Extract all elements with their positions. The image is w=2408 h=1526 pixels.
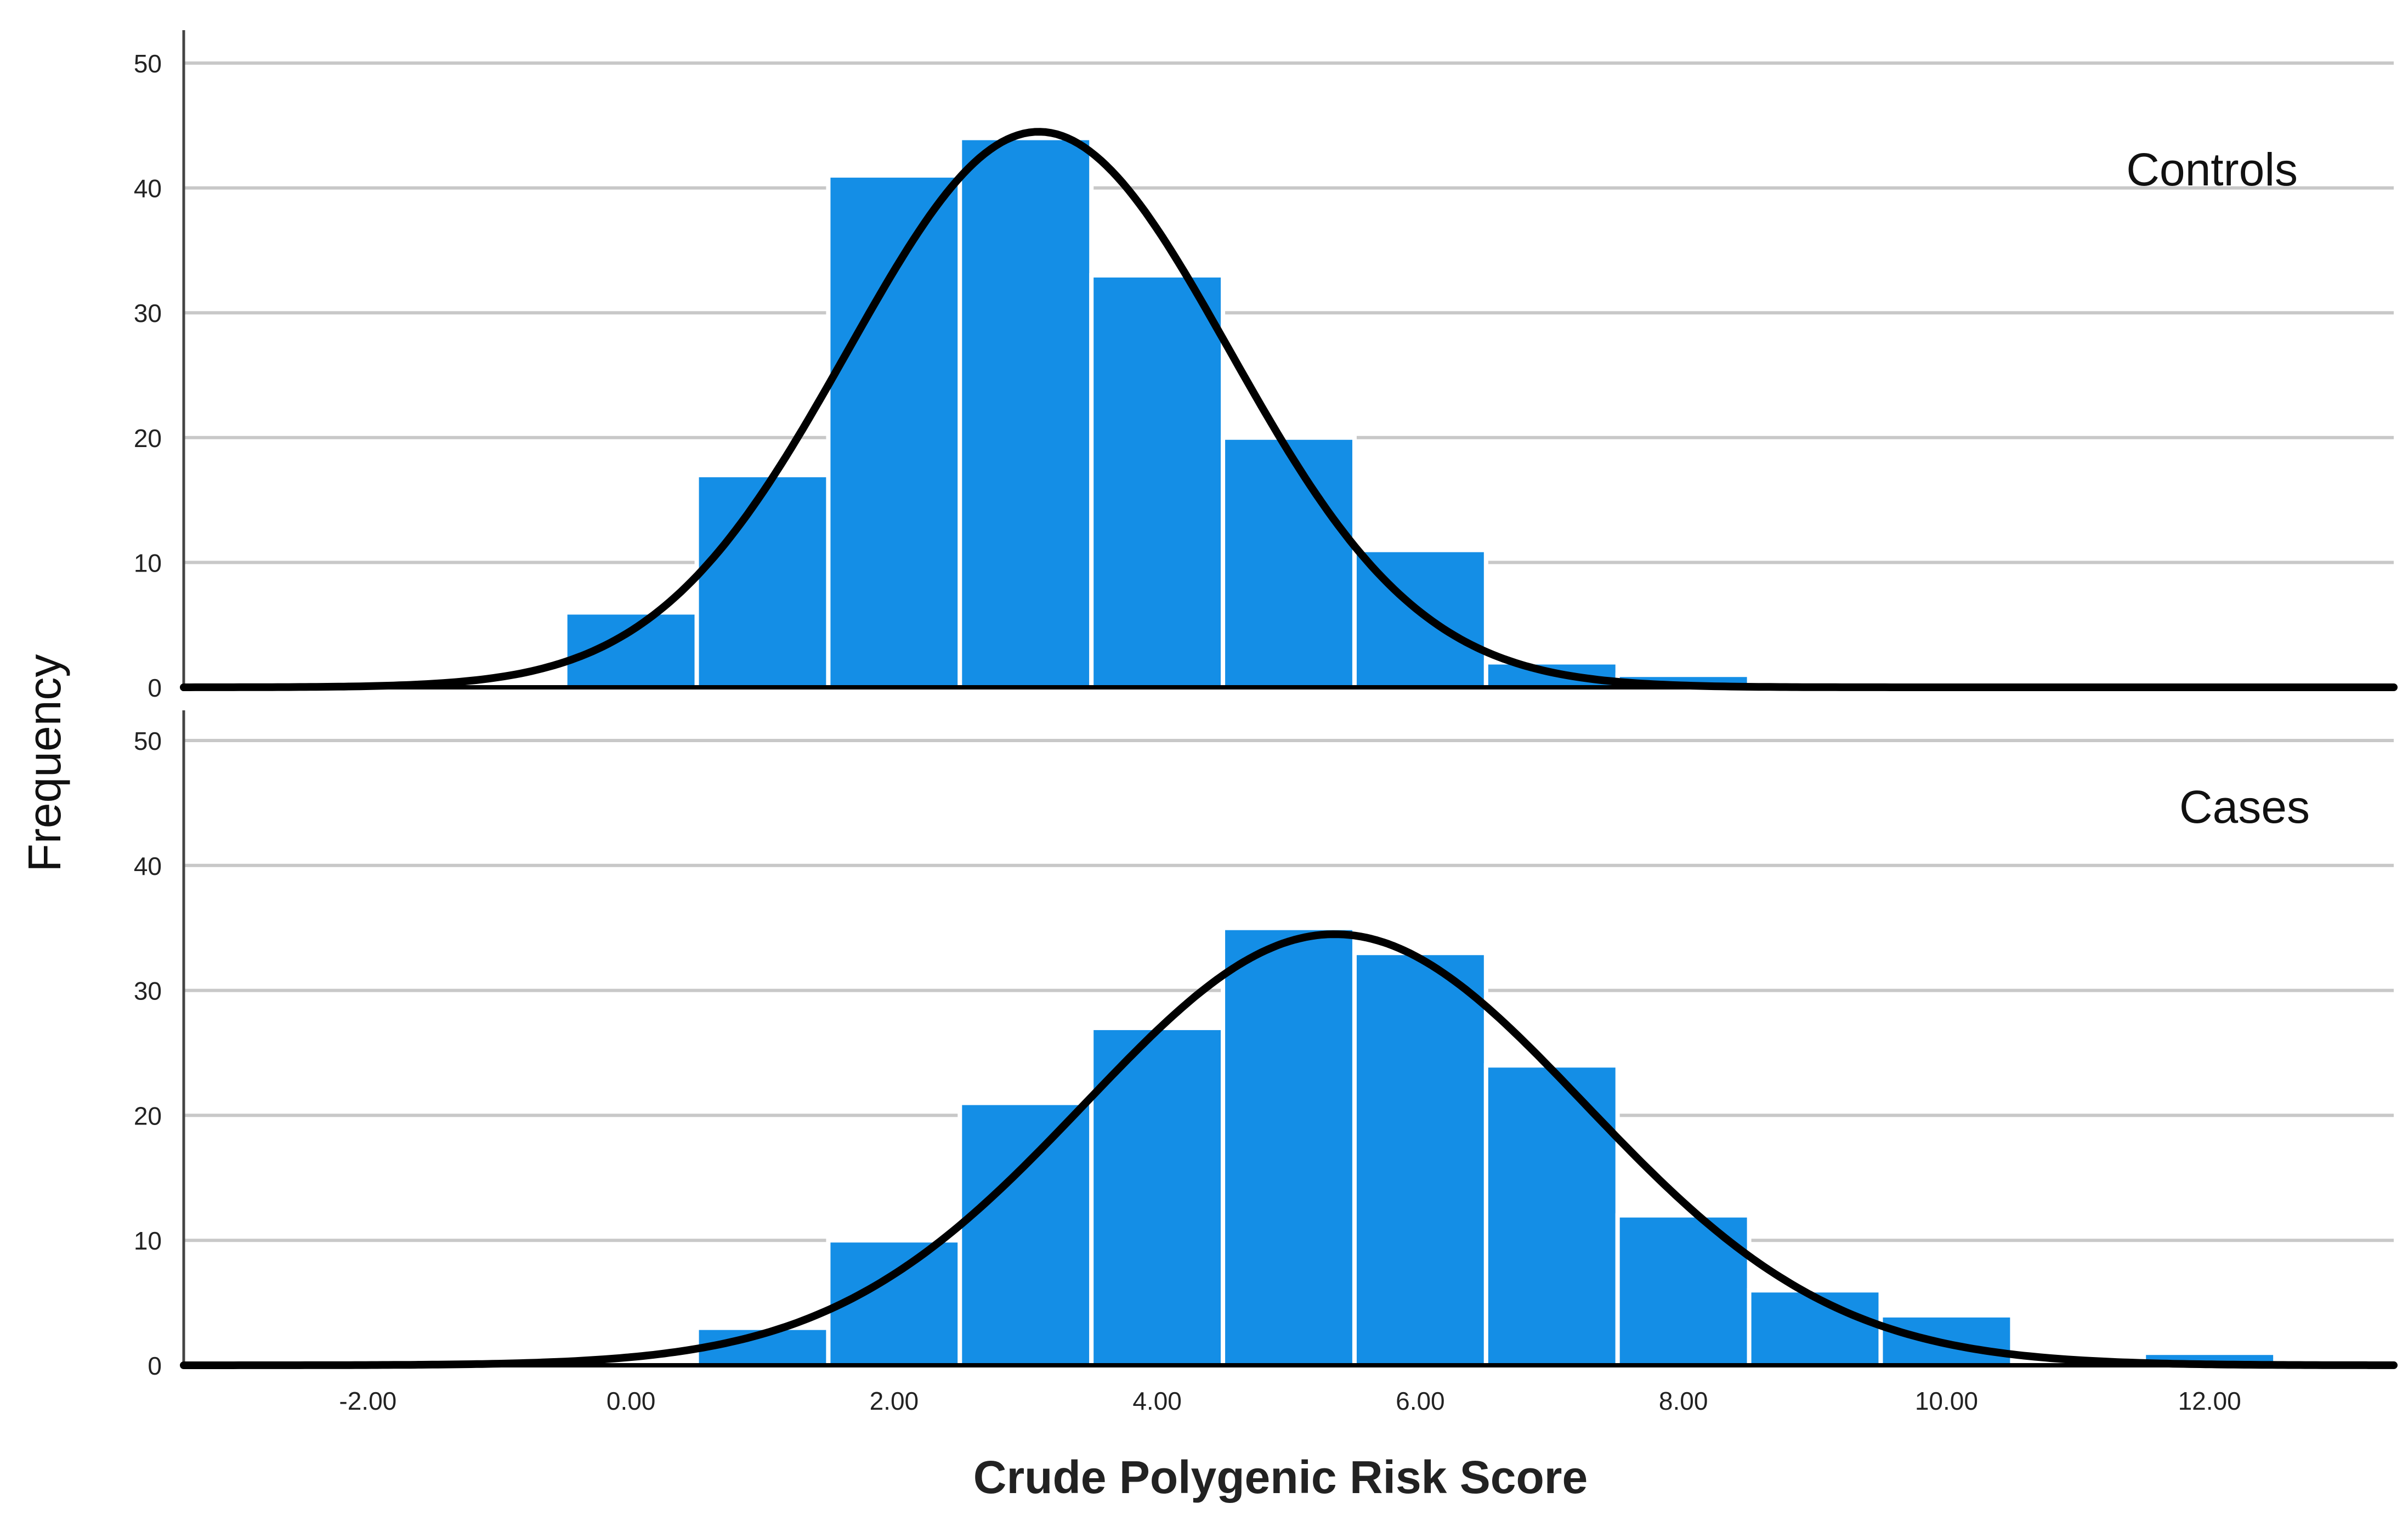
controls-y-tick-label: 40 [134,174,162,203]
controls-bar [1221,435,1357,689]
controls-label: Controls [2126,144,2298,195]
cases-label: Cases [2179,781,2310,833]
x-tick-label: 8.00 [1659,1387,1708,1415]
controls-y-tick-label: 30 [134,299,162,327]
controls-bar [826,173,962,689]
controls-y-tick-label: 20 [134,424,162,453]
x-axis-title: Crude Polygenic Risk Score [973,1451,1588,1503]
controls-bar [694,473,831,690]
cases-y-tick-label: 20 [134,1101,162,1130]
y-axis-title: Frequency [19,654,70,872]
x-tick-label: 2.00 [870,1387,919,1415]
x-tick-label: 0.00 [607,1387,656,1415]
cases-panel: 0 10 20 30 40 50 [134,710,2398,1380]
x-tick-label: 4.00 [1132,1387,1182,1415]
x-tick-label: 6.00 [1396,1387,1445,1415]
cases-bar [957,1100,1094,1367]
x-tick-label: -2.00 [339,1387,396,1415]
controls-panel: 0 10 20 30 40 50 [134,30,2398,702]
cases-y-tick-label: 30 [134,977,162,1005]
cases-bar [1747,1288,1883,1368]
controls-y-tick-label: 50 [134,49,162,78]
cases-y-tick-label: 0 [148,1352,162,1380]
x-tick-label: 10.00 [1915,1387,1978,1415]
cases-bar [1221,925,1357,1367]
controls-bar [957,135,1094,689]
controls-bar [1089,273,1226,690]
cases-y-tick-label: 50 [134,727,162,755]
controls-y-tick-label: 10 [134,549,162,577]
x-axis: -2.00 0.00 2.00 4.00 6.00 8.00 10.00 12.00 [339,1387,2241,1415]
cases-bar [1483,1063,1620,1367]
cases-y-tick-label: 40 [134,852,162,880]
controls-y-tick-label: 0 [148,674,162,702]
controls-normal-curve [180,128,2398,691]
cases-bar [1352,951,1488,1367]
x-tick-label: 12.00 [2178,1387,2241,1415]
controls-bar [563,610,699,689]
cases-y-tick-label: 10 [134,1227,162,1255]
cases-normal-curve [180,930,2398,1369]
